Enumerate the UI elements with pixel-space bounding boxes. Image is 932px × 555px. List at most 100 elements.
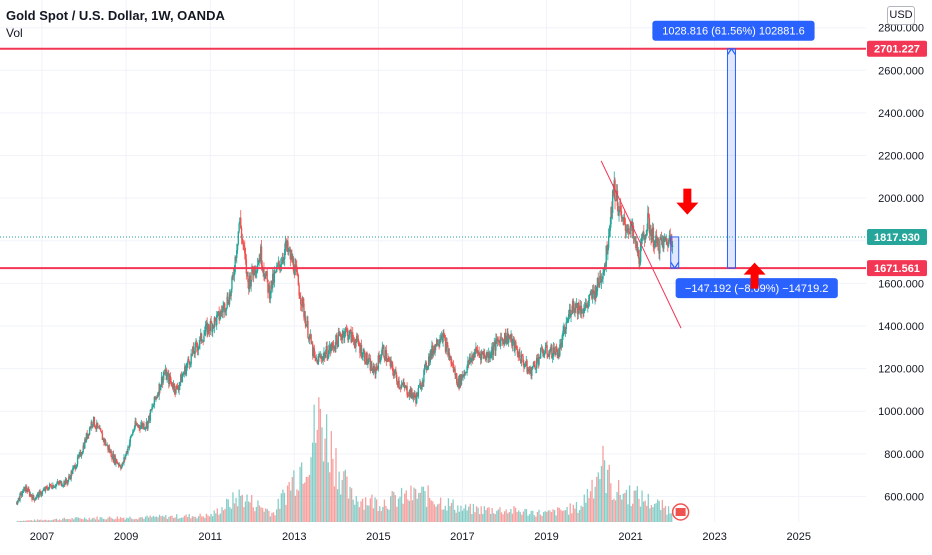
candle-body [233,272,236,276]
volume-bar [641,490,643,522]
candle-body [632,225,635,237]
measure-arrowhead [726,47,736,56]
candle-body [595,291,598,298]
candle-body [635,236,637,248]
volume-bar [158,514,161,522]
volume-bar [193,516,195,522]
candle-body [76,456,79,465]
volume-bar [115,518,117,522]
candle-body [204,331,206,336]
candle-body [270,280,272,294]
price-axis-tick: 2800.000 [878,23,924,35]
volume-bar [46,520,48,522]
volume-bar [85,518,87,522]
volume-bar [596,476,598,522]
candle-body [209,320,212,332]
candle-body [57,481,60,483]
candle-body [86,433,88,439]
volume-bar [357,501,359,522]
candle-body [287,241,289,252]
volume-bar [82,519,84,522]
candle-body [112,453,114,460]
volume-bar [600,465,603,522]
price-axis[interactable]: 600.000 800.000 1000.000 1200.000 1400.000 16… [867,23,927,504]
volume-bar [213,510,215,522]
candle-body [626,229,628,232]
volume-bar [647,493,649,522]
time-axis[interactable]: 2007 2009 2011 2013 2015 2017 2019 2021 2023 2025 [30,531,811,543]
candle-body [583,308,585,314]
candle-body [82,445,84,453]
volume-bar [636,486,639,522]
candle-body [192,346,194,355]
volume-bar [83,517,86,522]
price-range-measure[interactable]: 1028.816 (61.56%) 102881.6 [652,20,815,269]
symbol-title[interactable]: Gold Spot / U.S. Dollar, 1W, OANDA [6,8,225,23]
volume-bar [535,516,537,522]
candle-body [589,293,591,295]
candle-body [481,352,483,353]
candle-body [380,354,383,358]
volume-bar [51,520,53,522]
volume-bar [424,491,426,522]
volume-bar [108,516,111,522]
volume-bar [541,515,543,522]
candle-body [396,381,399,386]
volume-bar [279,508,281,522]
volume-indicator-label[interactable]: Vol [6,26,23,40]
volume-bar [104,519,106,522]
candle-body [368,358,370,363]
candle-body [167,373,169,375]
volume-bar [352,499,354,522]
candle-body [563,327,565,331]
candle-body [300,304,303,307]
volume-bar [307,476,309,522]
candle-body [504,332,507,344]
volume-bar [625,489,628,522]
candle-body [646,229,648,235]
candle-body [83,445,85,449]
arrow-down-icon[interactable] [676,188,699,215]
candle-body [661,240,663,242]
volume-bar [205,513,208,522]
candle-body [247,272,249,283]
candle-body [31,496,33,500]
currency-button[interactable]: USD [887,6,915,25]
volume-bar [146,515,148,522]
volume-bar [318,397,320,522]
arrow-up-icon[interactable] [743,262,766,289]
volume-bar [94,519,97,522]
volume-bar [624,492,626,522]
candle-body [178,385,180,391]
candle-body [298,285,300,296]
volume-bar [400,487,403,522]
candle-body [559,344,561,356]
time-axis-tick: 2013 [282,531,306,543]
candle-body [643,236,646,240]
candle-body [466,366,468,373]
candle-body [40,494,43,496]
candle-body [52,485,55,488]
candle-body [26,490,28,493]
candle-body [54,486,56,488]
candle-body [106,444,108,446]
candle-body [480,352,483,360]
candle-body [390,361,392,367]
candle-body [158,383,160,396]
volume-bar [322,461,325,522]
candle-body [597,277,599,284]
candle-body [519,360,522,363]
volume-bar [468,506,470,522]
candle-body [376,366,378,368]
volume-bar [514,507,517,522]
candle-body [655,235,658,244]
volume-bar [152,515,154,522]
candle-body [228,293,231,305]
channel-trendline[interactable] [600,160,682,329]
volume-bar [69,519,72,522]
candle-body [48,484,51,488]
volume-bar [73,519,75,522]
candle-body [637,249,639,253]
